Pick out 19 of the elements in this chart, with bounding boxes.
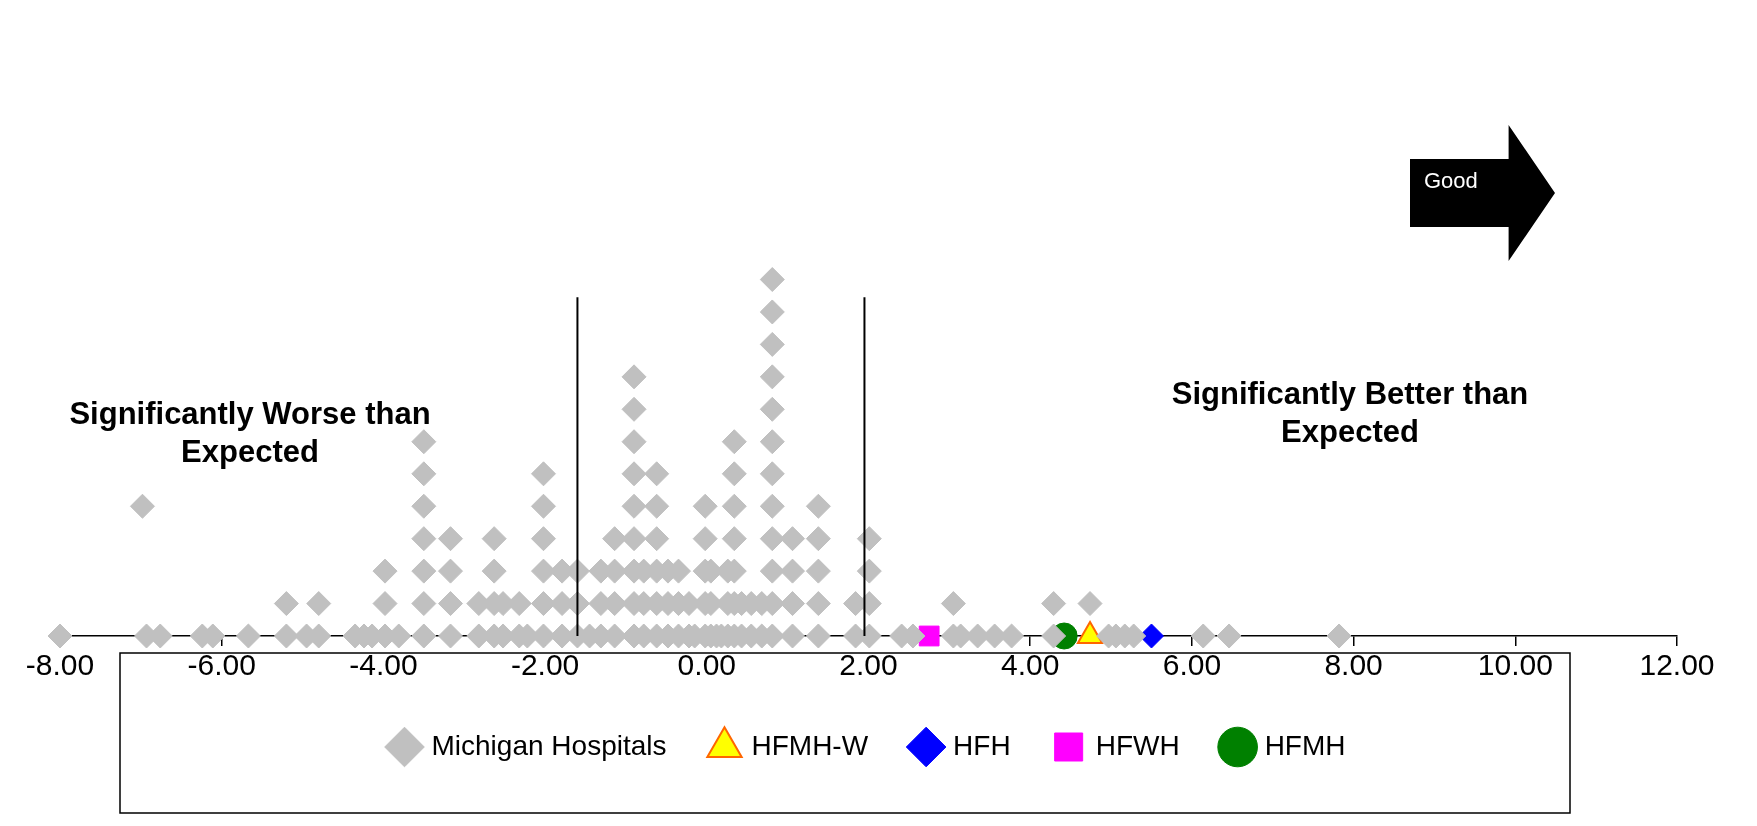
legend-label: HFH (953, 729, 1011, 761)
x-tick-label: -8.00 (25, 648, 95, 682)
x-tick-label: 8.00 (1324, 648, 1383, 682)
legend-label: HFMH-W (751, 729, 869, 761)
text: Good (1424, 168, 1478, 194)
x-tick-label: 12.00 (1639, 648, 1715, 682)
x-tick-label: 6.00 (1162, 648, 1222, 682)
legend-label: HFMH (1264, 729, 1346, 761)
legend-label: Michigan Hospitals (431, 729, 667, 761)
legend-label: HFWH (1095, 729, 1180, 761)
x-tick-label: 2.00 (839, 648, 898, 682)
x-tick-label: -2.00 (510, 648, 580, 682)
x-tick-label: 4.00 (1001, 648, 1060, 682)
x-tick-label: -4.00 (349, 648, 418, 682)
x-tick-label: -6.00 (187, 648, 256, 682)
annotation: Significantly Worse than Expected (68, 395, 432, 471)
annotation: Significantly Better than Expected (1170, 375, 1530, 451)
x-tick-label: 10.00 (1477, 648, 1553, 682)
x-tick-label: 0.00 (677, 648, 736, 682)
